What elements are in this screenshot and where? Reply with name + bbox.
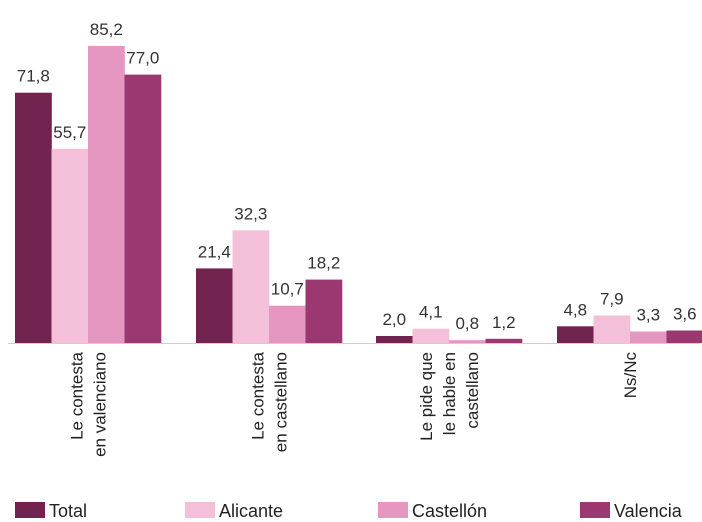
legend: Total Alicante Castellón Valencia xyxy=(15,501,683,521)
bar-0-1 xyxy=(196,268,233,343)
bar-1-2 xyxy=(412,328,450,343)
bar-3-2 xyxy=(485,338,523,343)
value-label-1-2: 4,1 xyxy=(419,303,443,322)
value-label-1-3: 7,9 xyxy=(600,290,624,309)
legend-swatch-1 xyxy=(185,502,215,518)
value-label-3-2: 1,2 xyxy=(492,313,516,332)
value-label-3-1: 18,2 xyxy=(307,254,340,273)
category-label-2: Le pide que le hable en castellano xyxy=(417,352,482,441)
value-label-0-1: 21,4 xyxy=(198,242,231,261)
value-label-1-1: 32,3 xyxy=(234,204,267,223)
value-label-2-3: 3,3 xyxy=(636,306,660,325)
bar-3-1 xyxy=(305,279,343,343)
bar-3-0 xyxy=(124,74,162,343)
legend-swatch-3 xyxy=(580,502,610,518)
bar-0-3 xyxy=(557,326,594,343)
bar-1-1 xyxy=(232,230,270,343)
legend-label-3: Valencia xyxy=(614,501,683,521)
legend-swatch-0 xyxy=(15,502,45,518)
legend-label-2: Castellón xyxy=(412,501,487,521)
value-labels-group: 71,8 55,7 85,277,0 21,432,3 10,718,2 2,0 4,1 0,… xyxy=(17,20,697,333)
bar-1-3 xyxy=(593,315,631,343)
bar-1-0 xyxy=(51,148,89,343)
value-label-2-1: 10,7 xyxy=(271,280,304,299)
bar-2-3 xyxy=(630,331,667,343)
value-label-1-0: 55,7 xyxy=(53,123,86,142)
category-label-1: Le contesta en castellano xyxy=(249,351,291,452)
value-label-3-0: 77,0 xyxy=(126,49,159,68)
bar-3-3 xyxy=(666,330,702,343)
category-label-0: Le contesta en valenciano xyxy=(68,351,110,456)
legend-label-1: Alicante xyxy=(219,501,283,521)
value-label-0-3: 4,8 xyxy=(563,300,587,319)
bar-2-0 xyxy=(88,46,125,343)
value-label-3-3: 3,6 xyxy=(673,305,697,324)
legend-swatch-2 xyxy=(378,502,408,518)
value-label-0-2: 2,0 xyxy=(382,310,406,329)
bars-group xyxy=(15,46,702,343)
bar-2-1 xyxy=(269,305,306,343)
legend-label-0: Total xyxy=(49,501,87,521)
value-label-2-0: 85,2 xyxy=(90,20,123,39)
category-labels-group: Le contesta en valenciano Le contesta en ca… xyxy=(68,351,641,456)
bar-2-2 xyxy=(449,340,486,343)
bar-0-2 xyxy=(376,336,413,343)
value-label-0-0: 71,8 xyxy=(17,67,50,86)
bar-0-0 xyxy=(15,92,52,343)
category-label-3: Ns/Nc xyxy=(621,352,640,399)
value-label-2-2: 0,8 xyxy=(455,314,479,333)
